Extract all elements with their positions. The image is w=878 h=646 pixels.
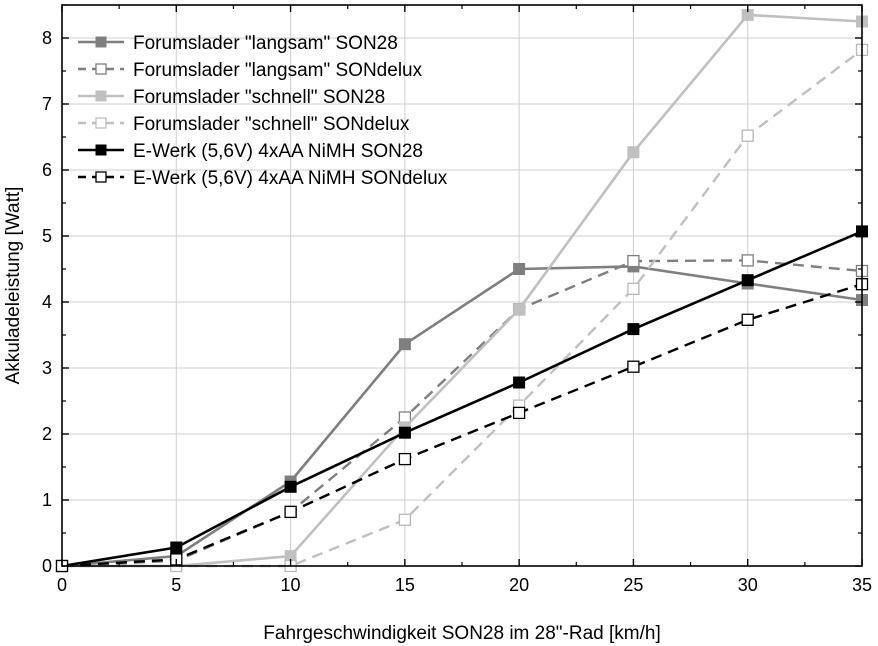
legend-swatch-marker	[95, 63, 107, 75]
y-tick-label: 3	[42, 358, 52, 378]
data-point	[741, 129, 754, 142]
legend: Forumslader "langsam" SON28 Forumslader "…	[78, 33, 448, 189]
data-point	[741, 254, 754, 267]
data-point	[284, 480, 297, 493]
legend-item-forumslader-langsam-son28: Forumslader "langsam" SON28	[78, 33, 398, 54]
legend-swatch-marker	[95, 144, 107, 156]
y-tick-label: 6	[42, 160, 52, 180]
axes: 0 5 10 15 20 25 30 35 0 1 2 3 4 5 6 7 8	[42, 4, 872, 595]
data-point	[627, 282, 640, 295]
series-line	[61, 283, 863, 568]
legend-item-forumslader-langsam-sondelux: Forumslader "langsam" SONdelux	[78, 60, 423, 81]
data-point	[398, 411, 412, 424]
legend-swatch-marker	[95, 36, 107, 48]
series-line	[61, 265, 863, 568]
data-point	[513, 376, 526, 389]
data-point	[398, 513, 412, 526]
legend-label: Forumslader "langsam" SON28	[133, 33, 398, 54]
data-point	[627, 360, 640, 373]
legend-item-e-werk-5-6v-4xaa-nimh-son28: E-Werk (5,6V) 4xAA NiMH SON28	[78, 141, 423, 162]
y-tick-label: 5	[42, 226, 52, 246]
data-point	[284, 505, 297, 519]
data-point	[741, 313, 754, 326]
series-forumslader-langsam-son28	[56, 260, 868, 572]
data-point	[513, 303, 526, 316]
legend-label: Forumslader "schnell" SONdelux	[133, 114, 410, 135]
legend-item-forumslader-schnell-son28: Forumslader "schnell" SON28	[78, 87, 385, 108]
data-point	[627, 146, 640, 159]
x-tick-label: 25	[623, 575, 643, 595]
y-tick-label: 1	[42, 490, 52, 510]
y-tick-label: 4	[42, 292, 52, 312]
legend-swatch-marker	[95, 117, 107, 129]
data-point	[398, 426, 411, 439]
legend-label: Forumslader "schnell" SON28	[133, 87, 385, 108]
x-tick-label: 0	[57, 575, 67, 595]
series-line	[61, 230, 863, 568]
data-point	[512, 406, 526, 420]
series-e-werk-5-6v-4xaa-nimh-son28	[56, 225, 868, 572]
legend-label: Forumslader "langsam" SONdelux	[133, 60, 423, 81]
data-point	[170, 541, 183, 554]
legend-label: E-Werk (5,6V) 4xAA NiMH SONdelux	[133, 168, 448, 189]
data-point	[741, 274, 754, 287]
y-tick-label: 2	[42, 424, 52, 444]
x-tick-label: 15	[395, 575, 415, 595]
legend-swatch-marker	[95, 90, 107, 102]
legend-item-forumslader-schnell-sondelux: Forumslader "schnell" SONdelux	[78, 114, 410, 135]
x-tick-label: 10	[281, 575, 301, 595]
x-tick-label: 20	[509, 575, 529, 595]
legend-label: E-Werk (5,6V) 4xAA NiMH SON28	[133, 141, 423, 162]
x-tick-label: 5	[171, 575, 181, 595]
series-e-werk-5-6v-4xaa-nimh-sondelux	[55, 278, 869, 573]
y-tick-label: 8	[42, 28, 52, 48]
x-axis-title: Fahrgeschwindigkeit SON28 im 28"-Rad [km…	[263, 623, 660, 644]
x-tick-label: 35	[852, 575, 872, 595]
legend-swatch-marker	[95, 171, 107, 183]
x-tick-label: 30	[738, 575, 758, 595]
y-axis-title: Akkuladeleistung [Watt]	[3, 187, 24, 385]
legend-item-e-werk-5-6v-4xaa-nimh-sondelux: E-Werk (5,6V) 4xAA NiMH SONdelux	[78, 168, 448, 189]
y-tick-label: 7	[42, 94, 52, 114]
data-point	[398, 338, 411, 351]
y-tick-label: 0	[42, 556, 52, 576]
series-line	[62, 13, 863, 568]
data-point	[627, 323, 640, 336]
data-point	[513, 263, 526, 275]
data-point	[627, 254, 640, 268]
data-point	[398, 452, 412, 466]
